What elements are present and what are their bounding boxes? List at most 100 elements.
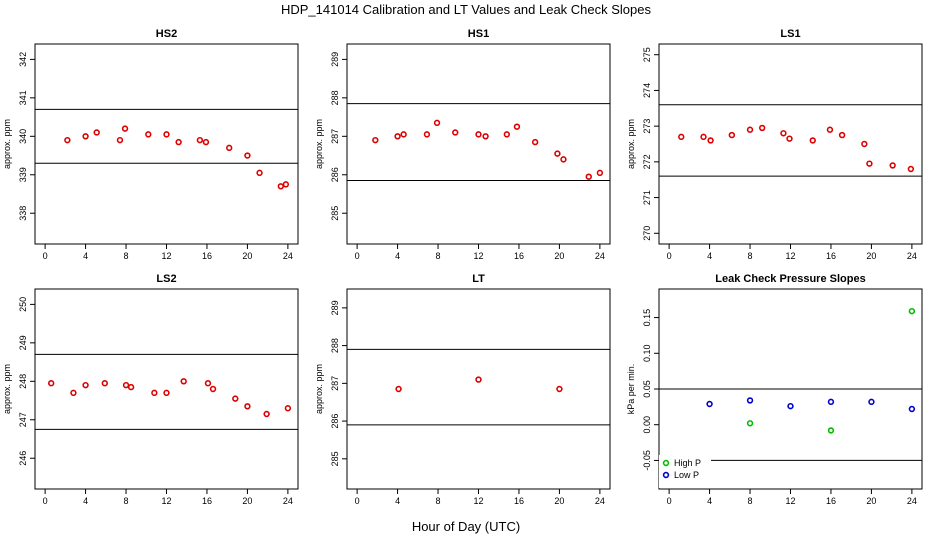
data-point	[809, 137, 816, 144]
y-tick-label: 288	[330, 90, 340, 105]
y-tick-label: 246	[18, 451, 28, 466]
x-tick-label: 0	[43, 496, 48, 506]
x-tick-label: 16	[826, 496, 836, 506]
y-tick-label: 339	[18, 167, 28, 182]
y-tick-label: 274	[642, 83, 652, 98]
x-tick-label: 0	[355, 496, 360, 506]
x-tick-label: 0	[667, 496, 672, 506]
data-point	[475, 376, 482, 383]
data-point	[163, 389, 170, 397]
chart-panel: LS1 approx. ppm 0 4 8 12 16 20 24 270 271 272 273 274…	[626, 28, 923, 261]
x-tick-label: 12	[161, 251, 171, 261]
data-point	[780, 130, 787, 137]
data-point	[394, 133, 401, 140]
data-point	[866, 160, 873, 167]
data-point	[678, 133, 685, 141]
chart-panel: Leak Check Pressure Slopes kPa per min. 0 4…	[626, 273, 923, 506]
data-point	[70, 389, 77, 397]
panel-title: HS2	[156, 28, 177, 40]
data-point	[127, 383, 135, 391]
x-tick-label: 4	[83, 251, 88, 261]
y-tick-label: 287	[330, 129, 340, 144]
y-tick-label: 272	[642, 154, 652, 169]
data-point	[746, 397, 754, 404]
x-tick-label: 24	[595, 251, 605, 261]
x-tick-label: 8	[124, 496, 129, 506]
data-point	[180, 378, 187, 385]
x-tick-label: 20	[242, 251, 252, 261]
x-tick-label: 20	[554, 251, 564, 261]
x-tick-label: 0	[667, 251, 672, 261]
data-point	[93, 129, 100, 136]
x-tick-label: 20	[866, 251, 876, 261]
x-tick-label: 12	[785, 496, 795, 506]
data-point	[554, 150, 561, 157]
chart-panel: HS2 approx. ppm 0 4 8 12 16 20 24 338 339 340 341 342	[2, 28, 299, 261]
data-point	[513, 123, 521, 130]
y-tick-label: 288	[330, 338, 340, 353]
x-tick-label: 4	[395, 496, 400, 506]
x-tick-label: 24	[283, 251, 293, 261]
data-point	[423, 131, 431, 138]
y-axis-label: kPa per min.	[626, 364, 636, 415]
y-tick-label: 271	[642, 190, 652, 205]
data-point	[145, 131, 152, 138]
data-point	[163, 131, 170, 138]
x-tick-label: 12	[473, 251, 483, 261]
x-tick-label: 8	[748, 496, 753, 506]
data-point	[746, 126, 754, 133]
y-tick-label: 275	[642, 47, 652, 62]
data-point	[707, 137, 714, 144]
x-tick-label: 0	[355, 251, 360, 261]
data-point	[122, 381, 130, 389]
data-point	[560, 156, 567, 163]
panel-title: LS1	[780, 28, 800, 40]
x-tick-label: 12	[473, 496, 483, 506]
data-point	[209, 385, 217, 393]
y-tick-label: 340	[18, 129, 28, 144]
y-tick-label: 273	[642, 119, 652, 134]
data-point	[277, 183, 285, 190]
x-tick-label: 8	[436, 496, 441, 506]
x-tick-label: 16	[826, 251, 836, 261]
y-tick-label: 286	[330, 167, 340, 182]
y-tick-label: 287	[330, 376, 340, 391]
x-tick-label: 16	[202, 496, 212, 506]
data-point	[226, 144, 233, 152]
x-tick-label: 20	[242, 496, 252, 506]
data-point	[503, 131, 511, 138]
data-point	[827, 398, 835, 406]
legend-label: High P	[674, 458, 701, 468]
data-point	[47, 380, 55, 387]
data-point	[746, 420, 754, 427]
x-tick-label: 4	[395, 251, 400, 261]
panels: HS2 approx. ppm 0 4 8 12 16 20 24 338 339 340 341 342…	[2, 28, 923, 506]
figure-title: HDP_141014 Calibration and LT Values and…	[281, 2, 652, 17]
legend-marker	[662, 459, 670, 467]
x-tick-label: 4	[83, 496, 88, 506]
data-point	[175, 138, 182, 146]
data-point	[101, 380, 108, 387]
y-axis-label: approx. ppm	[626, 119, 636, 169]
data-point	[585, 173, 592, 180]
plot-frame	[658, 43, 923, 245]
data-point	[82, 381, 89, 389]
y-tick-label: 341	[18, 90, 28, 105]
chart-panel: HS1 approx. ppm 0 4 8 12 16 20 24 285 286 287 288 289	[314, 28, 611, 261]
x-tick-label: 24	[595, 496, 605, 506]
x-tick-label: 0	[43, 251, 48, 261]
data-point	[121, 125, 129, 132]
data-point	[244, 403, 251, 410]
data-point	[232, 395, 239, 402]
x-tick-label: 8	[748, 251, 753, 261]
y-tick-label: 247	[18, 412, 28, 427]
data-point	[256, 169, 263, 177]
y-tick-label: 0.15	[642, 309, 652, 327]
data-point	[706, 400, 713, 408]
data-point	[908, 405, 916, 413]
y-axis-label: approx. ppm	[2, 364, 12, 414]
data-point	[475, 131, 482, 138]
data-point	[556, 385, 563, 393]
data-point	[531, 138, 539, 146]
figure-xlabel: Hour of Day (UTC)	[412, 519, 520, 534]
